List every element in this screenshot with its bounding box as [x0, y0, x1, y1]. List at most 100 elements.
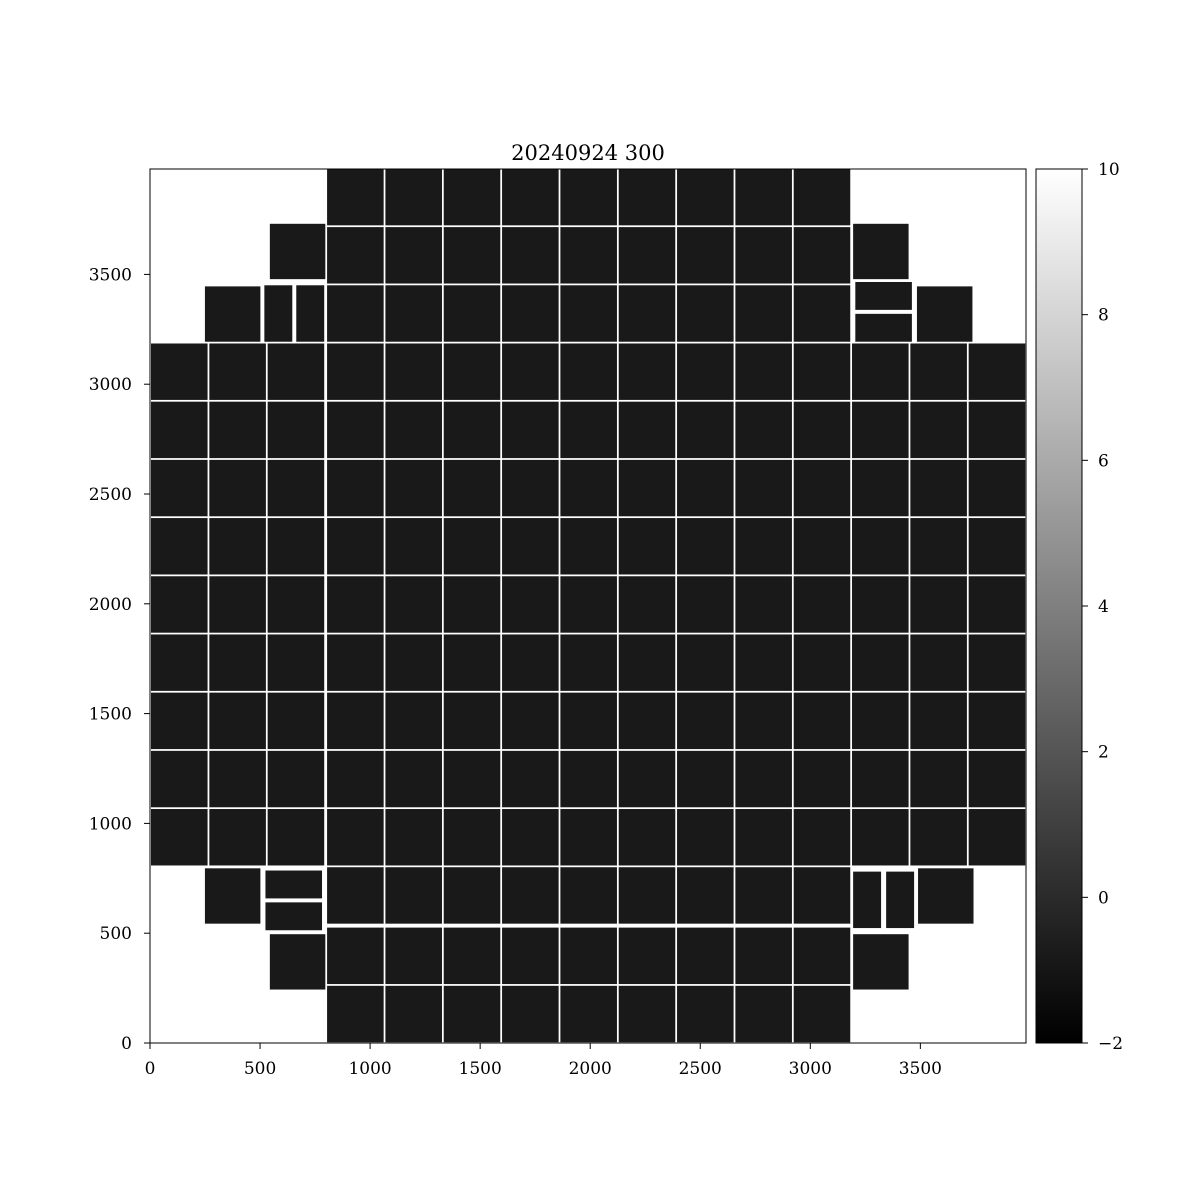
detector-cell	[151, 518, 208, 575]
detector-cell	[327, 459, 384, 517]
detector-cell	[327, 634, 384, 691]
detector-cell	[852, 576, 909, 633]
detector-cell	[618, 750, 676, 808]
colorbar: −2 0 2 4 6 8 10	[1035, 160, 1123, 1054]
detector-cell	[151, 343, 208, 400]
detector-cell	[793, 867, 851, 924]
detector-cell	[209, 750, 266, 808]
detector-cell	[204, 868, 261, 924]
detector-cell	[735, 518, 792, 575]
detector-cell	[443, 401, 501, 459]
detector-cell	[209, 343, 266, 400]
detector-cell	[443, 343, 501, 400]
detector-cell	[853, 223, 909, 280]
detector-cell	[327, 401, 384, 459]
detector-cell	[968, 634, 1026, 691]
detector-cell	[618, 285, 676, 342]
detector-cell	[385, 750, 442, 808]
x-tick-label: 500	[244, 1059, 276, 1079]
detector-cell	[385, 867, 442, 924]
detector-cell	[793, 576, 851, 633]
detector-cell	[735, 750, 792, 808]
detector-cell	[151, 459, 208, 517]
detector-cell	[618, 459, 676, 517]
detector-cell	[735, 634, 792, 691]
chart-title: 20240924 300	[511, 141, 665, 165]
detector-cell	[327, 750, 384, 808]
detector-cell	[677, 227, 734, 284]
detector-cell	[677, 809, 734, 866]
detector-cell	[855, 281, 912, 310]
detector-cell	[793, 168, 851, 226]
detector-cell	[852, 634, 909, 691]
detector-cell	[560, 285, 617, 342]
detector-cell	[267, 634, 325, 691]
detector-cell	[209, 809, 266, 866]
detector-cell	[443, 168, 501, 226]
detector-cell	[296, 285, 325, 342]
detector-cell	[267, 518, 325, 575]
colorbar-ticks: −2 0 2 4 6 8 10	[1082, 160, 1123, 1054]
detector-cell	[209, 692, 266, 750]
colorbar-tick-label: 6	[1098, 451, 1109, 471]
detector-cell	[502, 927, 559, 985]
detector-cell	[560, 750, 617, 808]
colorbar-tick-label: 8	[1098, 306, 1109, 326]
detector-cell	[267, 401, 325, 459]
detector-cell	[443, 692, 501, 750]
detector-cell	[735, 867, 792, 924]
detector-cell	[385, 343, 442, 400]
detector-cell	[385, 692, 442, 750]
x-tick-label: 3000	[789, 1059, 832, 1079]
detector-cell	[560, 692, 617, 750]
detector-cell	[910, 518, 967, 575]
detector-cell	[560, 401, 617, 459]
detector-cell	[502, 401, 559, 459]
y-tick-label: 1500	[89, 705, 132, 725]
detector-cell	[560, 634, 617, 691]
detector-cell	[385, 285, 442, 342]
detector-cell	[618, 518, 676, 575]
y-tick-label: 0	[121, 1034, 132, 1054]
detector-cell	[677, 985, 734, 1043]
detector-cell	[618, 927, 676, 985]
detector-cell	[443, 459, 501, 517]
y-tick-label: 500	[100, 924, 132, 944]
detector-cell	[793, 343, 851, 400]
detector-cell	[793, 227, 851, 284]
detector-cell	[327, 518, 384, 575]
detector-cell	[968, 576, 1026, 633]
detector-cell	[443, 927, 501, 985]
x-axis: 0 500 1000 1500 2000 2500 3000 3500	[145, 1043, 942, 1079]
x-tick-label: 2500	[679, 1059, 722, 1079]
detector-cell	[735, 692, 792, 750]
detector-cell	[886, 871, 915, 929]
detector-cell	[204, 286, 261, 342]
detector-cell	[502, 692, 559, 750]
detector-cell	[855, 313, 912, 342]
detector-cell	[151, 750, 208, 808]
detector-cell	[793, 285, 851, 342]
plot-area	[149, 168, 1027, 1044]
detector-cell	[151, 576, 208, 633]
detector-cell	[677, 750, 734, 808]
detector-cell	[385, 576, 442, 633]
detector-cell	[209, 576, 266, 633]
detector-cell	[385, 227, 442, 284]
detector-cell	[918, 868, 974, 924]
detector-cell	[443, 576, 501, 633]
detector-cell	[502, 576, 559, 633]
detector-cell	[327, 285, 384, 342]
detector-cell	[910, 401, 967, 459]
detector-cell	[852, 809, 909, 866]
detector-cell	[677, 634, 734, 691]
detector-cell	[793, 692, 851, 750]
detector-cell	[677, 692, 734, 750]
detector-cell	[852, 750, 909, 808]
detector-cell	[560, 576, 617, 633]
detector-cell	[910, 750, 967, 808]
detector-cell	[677, 459, 734, 517]
detector-cell	[151, 809, 208, 866]
detector-cell	[560, 985, 617, 1043]
detector-cell	[677, 927, 734, 985]
